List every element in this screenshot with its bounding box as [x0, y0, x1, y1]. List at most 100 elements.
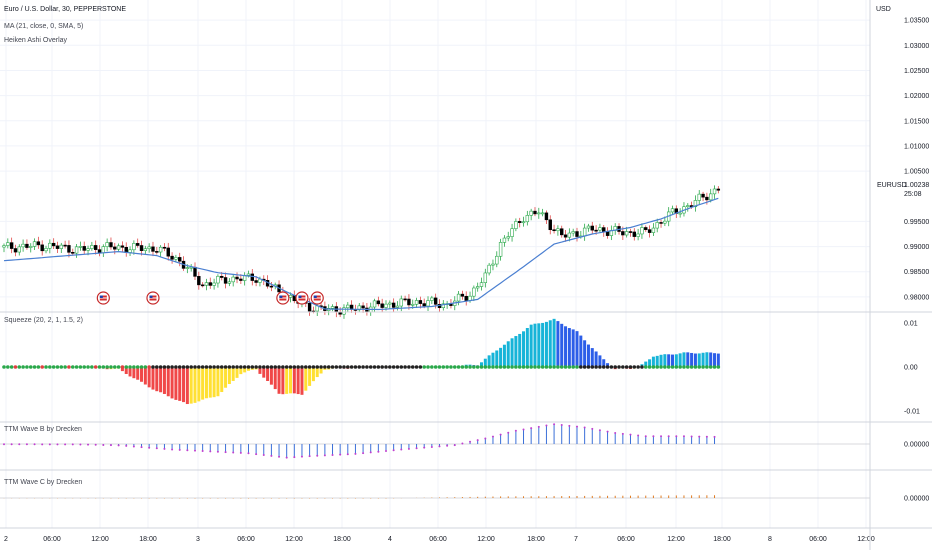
squeeze-bar	[659, 354, 663, 367]
candle-body	[598, 227, 602, 231]
candle-body	[269, 285, 274, 288]
time-axis[interactable]: 2 06:00 12:00 18:00 3 06:00 12:00 18:00 4 06:00 12…	[4, 536, 875, 543]
candle-body	[143, 248, 148, 251]
squeeze-legend[interactable]: Squeeze (20, 2, 1, 1.5, 2)	[4, 317, 83, 324]
candle-body	[391, 302, 396, 308]
squeeze-dot	[105, 365, 109, 369]
candle-body	[548, 219, 552, 231]
squeeze-bar	[185, 367, 189, 405]
squeeze-dot	[640, 365, 644, 369]
squeeze-dot	[139, 365, 144, 369]
wave-b-cap	[660, 435, 663, 438]
wave-b-cap	[530, 427, 533, 430]
last-price: 1.00238	[904, 182, 929, 189]
wave-b-cap	[178, 448, 181, 451]
ma-legend[interactable]: MA (21, close, 0, SMA, 5)	[4, 23, 84, 30]
heiken-ashi-legend[interactable]: Heiken Ashi Overlay	[4, 37, 68, 44]
candle-body	[487, 264, 491, 274]
price-tick-label: 1.02000	[904, 93, 929, 100]
squeeze-pane[interactable]	[2, 318, 721, 405]
squeeze-dot	[6, 365, 10, 369]
candle-body	[330, 306, 335, 309]
candle-body	[48, 242, 52, 249]
wave-b-cap	[713, 435, 716, 438]
wave-c-legend[interactable]: TTM Wave C by Drecken	[4, 479, 83, 486]
grid	[0, 0, 870, 528]
wave-b-cap	[25, 443, 28, 446]
squeeze-bar	[648, 359, 652, 367]
squeeze-bar	[556, 321, 560, 367]
squeeze-dot	[219, 365, 224, 369]
flag-stripe	[99, 297, 107, 299]
squeeze-dot	[258, 365, 262, 369]
squeeze-bar	[525, 328, 529, 367]
squeeze-dot	[315, 365, 320, 369]
time-tick-label: 4	[388, 536, 392, 543]
squeeze-bar	[266, 367, 270, 381]
squeeze-bar	[124, 367, 128, 374]
wave-b-cap	[79, 443, 82, 446]
time-tick-label: 3	[196, 536, 200, 543]
candle-body	[670, 208, 675, 213]
wave-b-cap	[18, 443, 21, 446]
event-flag-icon	[310, 291, 324, 305]
symbol-tag: EURUSD	[877, 182, 907, 189]
candle-body	[288, 294, 293, 298]
wave-b-cap	[453, 444, 456, 447]
candle-body	[346, 304, 350, 309]
squeeze-dot	[246, 365, 251, 369]
candle-body	[101, 246, 106, 254]
squeeze-dot	[174, 365, 178, 369]
price-pane[interactable]	[2, 185, 721, 319]
squeeze-bar	[235, 367, 239, 378]
squeeze-dot	[598, 365, 602, 369]
squeeze-dot	[460, 365, 465, 369]
squeeze-dot	[380, 365, 384, 369]
squeeze-dot	[51, 365, 56, 369]
candle-body	[571, 231, 575, 234]
candle-body	[113, 246, 117, 250]
squeeze-dot	[582, 365, 587, 369]
squeeze-dot	[705, 365, 709, 369]
candle-body	[231, 276, 235, 283]
squeeze-bar	[197, 367, 201, 402]
squeeze-bar	[289, 367, 292, 394]
candle-body	[636, 233, 640, 237]
wave-b-cap	[171, 448, 174, 451]
event-flag-icon	[96, 291, 110, 305]
price-axis[interactable]: 1.03500 1.03000 1.02500 1.02000 1.01500 1.010…	[904, 18, 929, 503]
event-flag-icon	[276, 291, 290, 305]
time-tick-label: 12:00	[91, 536, 109, 543]
squeeze-bar	[246, 367, 250, 371]
candle-body	[105, 242, 109, 247]
squeeze-dot	[90, 365, 94, 369]
wave-b-pane[interactable]	[0, 423, 870, 459]
squeeze-dot	[452, 365, 457, 369]
candle-body	[483, 272, 488, 283]
candle-body	[9, 242, 14, 249]
candle-body	[537, 212, 541, 215]
wave-b-cap	[407, 447, 410, 450]
squeeze-dot	[376, 365, 381, 369]
squeeze-dot	[349, 365, 354, 369]
candle-body	[640, 227, 644, 235]
candle-body	[575, 231, 579, 237]
wave-b-cap	[262, 454, 265, 456]
squeeze-dot	[235, 365, 239, 369]
squeeze-bar	[583, 340, 587, 367]
squeeze-dot	[636, 365, 640, 369]
wave-b-legend[interactable]: TTM Wave B by Drecken	[4, 426, 82, 433]
candle-body	[120, 245, 125, 248]
symbol-title[interactable]: Euro / U.S. Dollar, 30, PEPPERSTONE	[4, 6, 127, 13]
squeeze-dot	[204, 365, 209, 369]
wave-b-cap	[392, 449, 395, 452]
squeeze-dot	[93, 365, 98, 369]
squeeze-bar	[212, 367, 216, 398]
squeeze-dot	[288, 365, 293, 369]
candle-body	[2, 245, 6, 248]
wave-c-pane[interactable]	[0, 495, 870, 499]
squeeze-dot	[628, 365, 633, 369]
flag-stripe	[279, 297, 287, 299]
flag-stripe	[149, 297, 157, 299]
